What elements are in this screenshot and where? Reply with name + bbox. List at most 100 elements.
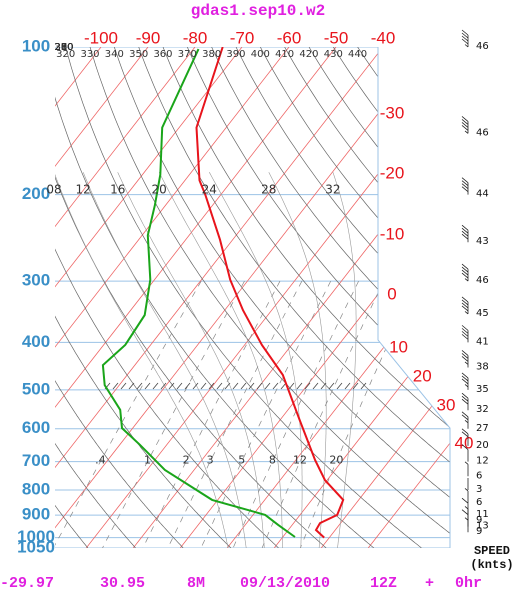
x-tick-label: -60	[277, 28, 302, 47]
wind-speed-label: 6	[476, 470, 482, 481]
dry-adiabat	[55, 47, 184, 548]
wind-speed-label: 35	[476, 384, 489, 395]
speed-unit: (knts)	[470, 558, 513, 572]
hatch	[232, 382, 239, 390]
hatch	[216, 382, 223, 390]
hatch	[176, 382, 183, 390]
dry-adiabat-label: 320	[56, 49, 75, 60]
dry-adiabat	[55, 47, 89, 548]
wind-barb	[461, 224, 469, 243]
plot-boundary	[377, 47, 451, 548]
footer-text: 0hr	[455, 575, 482, 592]
mixing-ratio-label: 12	[293, 454, 307, 467]
dry-adiabat-label: 360	[153, 49, 172, 60]
dry-adiabat-label: 350	[129, 49, 148, 60]
hatch	[328, 382, 335, 390]
moist-adiabat	[209, 172, 303, 548]
mixing-ratio-label: 2	[183, 454, 190, 467]
dry-adiabat	[55, 47, 279, 548]
wind-speed-label: 27	[476, 423, 489, 434]
wind-speed-label: 9	[476, 515, 482, 526]
mixing-ratio-line	[55, 280, 202, 548]
y-tick-label: 500	[22, 379, 50, 398]
hatch	[184, 382, 191, 390]
dry-adiabat	[55, 47, 136, 548]
mixing-ratio-label: 5	[238, 454, 245, 467]
mixing-ratio-line	[142, 280, 281, 548]
isotherm	[132, 47, 450, 548]
footer-text: +	[425, 575, 434, 592]
hatch	[296, 382, 303, 390]
mixing-ratio-line	[102, 280, 245, 548]
hatch	[112, 382, 119, 390]
hatch	[168, 382, 175, 390]
hatch	[136, 382, 143, 390]
wind-speed-label: 38	[476, 361, 489, 372]
moist-adiabat-label: 08	[46, 183, 61, 197]
isotherm	[367, 47, 450, 548]
mixing-ratio-line	[232, 280, 359, 548]
hatch	[248, 382, 255, 390]
wind-barb	[461, 325, 469, 343]
dry-adiabat-label: 370	[178, 49, 197, 60]
dry-adiabat-label: 400	[251, 49, 270, 60]
x-tick-label: -80	[183, 28, 208, 47]
isotherm	[320, 47, 450, 548]
isotherm	[55, 47, 384, 548]
footer-text: 09/13/2010	[240, 575, 330, 592]
dry-adiabat-label: 250	[54, 42, 73, 53]
x-tick-label: 10	[389, 337, 408, 356]
moist-adiabat-label: 24	[202, 183, 217, 197]
wind-barb	[461, 116, 469, 134]
wind-speed-label: 6	[476, 497, 482, 508]
dry-adiabat-label: 290	[54, 42, 73, 53]
wind-speed-label: 32	[476, 404, 489, 415]
dry-adiabat	[235, 47, 450, 548]
temperature-line	[195, 47, 345, 539]
moist-adiabat-label: 32	[325, 183, 340, 197]
dry-adiabat-label: 270	[54, 42, 73, 53]
wind-speed-label: 45	[476, 308, 489, 319]
dry-adiabat-label: 430	[324, 49, 343, 60]
x-tick-label: -30	[380, 103, 405, 122]
wind-barb	[461, 263, 469, 282]
mixing-ratio-label: 20	[329, 454, 343, 467]
hatch	[152, 382, 159, 390]
hatch	[160, 382, 167, 390]
hatch	[240, 382, 247, 390]
mixing-ratio-label: 1	[144, 454, 151, 467]
x-tick-label: -100	[84, 28, 118, 47]
dewpoint-line	[101, 48, 296, 538]
wind-barb	[461, 29, 469, 48]
wind-speed-label: 20	[476, 440, 489, 451]
y-tick-label: 600	[22, 418, 50, 437]
dry-adiabat	[113, 47, 450, 548]
x-tick-label: -20	[380, 163, 405, 182]
wind-barb	[461, 428, 469, 446]
x-tick-label: -50	[324, 28, 349, 47]
moist-adiabat	[332, 172, 357, 548]
hatch	[304, 382, 311, 390]
mixing-ratio-line	[167, 280, 303, 548]
dry-adiabat-label: 280	[54, 42, 73, 53]
hatch	[344, 382, 351, 390]
wind-speed-label: 43	[476, 236, 489, 247]
traces	[101, 47, 345, 539]
hatch	[272, 382, 279, 390]
wind-barb	[464, 488, 469, 503]
footer-text: 8M	[187, 575, 205, 592]
moist-adiabat-label: 20	[152, 183, 167, 197]
chart-title: gdas1.sep10.w2	[191, 2, 325, 20]
dry-adiabat	[55, 47, 232, 548]
moist-adiabat-label: 28	[261, 183, 276, 197]
footer-text: -29.97	[0, 575, 54, 592]
wind-barb	[461, 392, 469, 411]
x-tick-label: 0	[387, 284, 396, 303]
mixing-ratio-line	[200, 280, 332, 548]
hatch	[352, 382, 359, 390]
hatch	[336, 382, 343, 390]
wind-barb	[461, 350, 469, 368]
dry-adiabat-label: 440	[348, 49, 367, 60]
dry-adiabat	[186, 47, 450, 548]
